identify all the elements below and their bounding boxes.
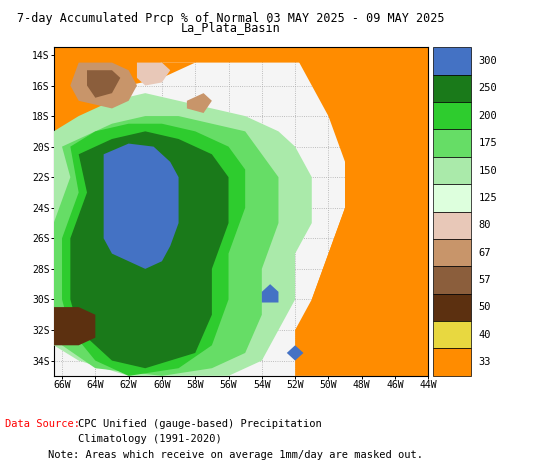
Text: 67: 67 — [478, 248, 491, 258]
Text: Climatology (1991-2020): Climatology (1991-2020) — [78, 434, 222, 444]
Text: 7-day Accumulated Prcp % of Normal 03 MAY 2025 - 09 MAY 2025: 7-day Accumulated Prcp % of Normal 03 MA… — [17, 12, 445, 25]
Text: 80: 80 — [478, 220, 491, 230]
Polygon shape — [54, 116, 279, 376]
Polygon shape — [137, 62, 170, 86]
Text: Data Source:: Data Source: — [5, 419, 81, 429]
Bar — [433, 349, 470, 376]
Text: 300: 300 — [478, 56, 497, 66]
Polygon shape — [54, 47, 429, 78]
Bar — [433, 130, 470, 157]
Text: 40: 40 — [478, 330, 491, 340]
Bar — [433, 211, 470, 239]
Text: CPC Unified (gauge-based) Precipitation: CPC Unified (gauge-based) Precipitation — [78, 419, 322, 429]
Bar — [433, 157, 470, 184]
Text: La_Plata_Basin: La_Plata_Basin — [181, 21, 281, 34]
Polygon shape — [70, 131, 229, 368]
Text: 50: 50 — [478, 302, 491, 312]
Bar — [433, 294, 470, 321]
Polygon shape — [104, 144, 179, 269]
Text: 175: 175 — [478, 138, 497, 148]
Polygon shape — [262, 284, 279, 303]
Text: 250: 250 — [478, 83, 497, 93]
Text: 200: 200 — [478, 111, 497, 121]
Text: Note: Areas which receive on average 1mm/day are masked out.: Note: Areas which receive on average 1mm… — [48, 450, 423, 460]
Polygon shape — [295, 55, 429, 376]
Text: 57: 57 — [478, 275, 491, 285]
Polygon shape — [70, 62, 137, 108]
Bar — [433, 47, 470, 75]
Text: 33: 33 — [478, 357, 491, 367]
Polygon shape — [62, 124, 245, 376]
Text: 150: 150 — [478, 166, 497, 175]
Polygon shape — [287, 345, 303, 360]
Text: 125: 125 — [478, 193, 497, 203]
Bar — [433, 75, 470, 102]
Polygon shape — [187, 93, 212, 113]
Polygon shape — [54, 307, 96, 345]
Polygon shape — [295, 55, 429, 376]
Bar — [433, 239, 470, 266]
Polygon shape — [54, 93, 312, 376]
Polygon shape — [379, 55, 429, 147]
Polygon shape — [54, 55, 429, 376]
Bar — [433, 184, 470, 211]
Polygon shape — [54, 47, 195, 147]
Bar — [433, 266, 470, 294]
Polygon shape — [87, 70, 120, 98]
Bar — [433, 321, 470, 349]
Bar — [433, 102, 470, 130]
